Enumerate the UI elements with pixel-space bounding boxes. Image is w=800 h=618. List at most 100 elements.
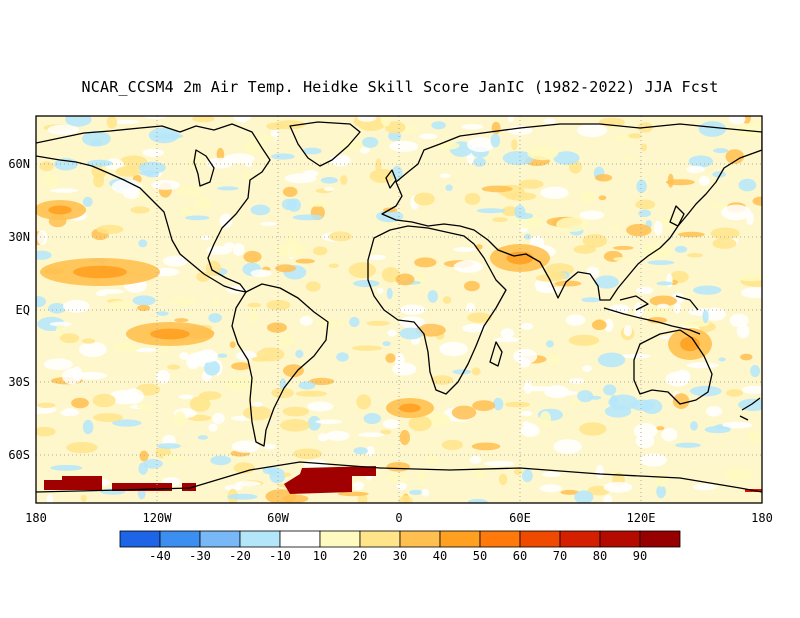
skill-patch	[282, 186, 298, 197]
colorbar-swatch	[239, 530, 281, 548]
skill-patch	[130, 206, 150, 214]
skill-patch	[500, 328, 515, 339]
skill-patch	[198, 349, 218, 363]
colorbar-swatch	[279, 530, 321, 548]
skill-patch	[626, 223, 652, 237]
skill-patch	[647, 317, 667, 324]
skill-patch	[639, 453, 667, 467]
skill-patch	[740, 287, 762, 299]
skill-patch	[547, 353, 561, 367]
skill-patch	[502, 151, 534, 166]
skill-hotspot-core	[399, 403, 421, 413]
skill-patch	[686, 165, 705, 174]
skill-patch	[305, 281, 321, 292]
skill-hotspot-core	[506, 251, 534, 265]
skill-patch	[493, 397, 504, 411]
skill-patch	[392, 362, 417, 376]
skill-patch	[666, 273, 673, 288]
skill-patch	[82, 419, 94, 435]
skill-patch	[699, 175, 710, 186]
skill-hotspot-core	[73, 265, 127, 279]
skill-patch	[539, 411, 552, 427]
colorbar-label: 60	[513, 549, 527, 563]
skill-patch	[356, 394, 372, 410]
skill-patch	[705, 406, 723, 417]
skill-patch	[655, 473, 668, 487]
skill-patch	[79, 341, 107, 358]
skill-patch	[742, 385, 762, 394]
skill-patch	[675, 442, 701, 448]
skill-patch	[162, 255, 188, 267]
skill-patch	[610, 225, 620, 230]
skill-patch	[227, 493, 258, 500]
skill-patch	[63, 408, 77, 413]
skill-patch	[702, 309, 709, 324]
skill-patch	[752, 196, 762, 206]
skill-patch	[569, 400, 581, 407]
skill-patch	[252, 135, 277, 142]
skill-patch	[366, 320, 391, 326]
graticule	[36, 116, 762, 503]
skill-patch	[681, 320, 710, 328]
skill-patch	[493, 337, 521, 343]
skill-patch	[678, 231, 705, 238]
skill-patch	[50, 464, 83, 471]
skill-patch	[66, 441, 98, 454]
skill-patch	[328, 231, 352, 242]
skill-patch	[524, 233, 532, 240]
skill-patch	[661, 428, 678, 442]
skill-patch	[194, 196, 212, 211]
colorbar-swatch	[519, 530, 561, 548]
skill-patch	[491, 121, 501, 135]
skill-patch	[385, 353, 396, 363]
skill-patch	[688, 155, 713, 168]
skill-patch	[501, 206, 519, 217]
skill-patch	[610, 394, 618, 407]
skill-patch	[284, 173, 317, 184]
skill-patch	[50, 188, 79, 193]
skill-patch	[36, 250, 52, 260]
skill-patch	[725, 389, 744, 397]
skill-patch	[243, 250, 262, 263]
lon-label: 120E	[627, 511, 656, 525]
skill-patch	[476, 208, 506, 214]
skill-patch	[660, 216, 677, 228]
skill-patch	[380, 116, 392, 127]
skill-patch	[243, 172, 253, 181]
skill-patch	[111, 179, 143, 194]
skill-patch	[546, 340, 554, 348]
skill-patch	[46, 493, 54, 503]
skill-patch	[212, 300, 220, 306]
skill-patch	[282, 406, 310, 417]
skill-patch	[740, 353, 753, 361]
skill-patch	[453, 247, 476, 252]
skill-patch	[638, 209, 652, 217]
skill-patch	[369, 254, 386, 261]
colorbar-label: 20	[353, 549, 367, 563]
skill-patch	[505, 192, 537, 201]
skill-patch	[138, 161, 166, 174]
skill-patch	[560, 489, 579, 495]
skill-patch	[37, 230, 48, 245]
skill-patch	[467, 498, 488, 503]
skill-patch	[249, 307, 259, 323]
skill-patch	[295, 349, 304, 358]
skill-patch	[514, 205, 526, 218]
skill-patch	[132, 295, 156, 306]
high-skill-patch-3	[112, 483, 172, 491]
skill-patch	[325, 430, 350, 441]
skill-patch	[179, 207, 197, 216]
colorbar-swatch	[119, 530, 161, 548]
skill-patch	[698, 121, 727, 137]
skill-patch	[196, 271, 211, 282]
coast-south-america	[231, 283, 329, 447]
colorbar-label: 50	[473, 549, 487, 563]
skill-patch	[690, 385, 722, 397]
skill-patch	[382, 341, 391, 347]
skill-patch	[337, 491, 369, 497]
skill-patch	[377, 287, 384, 294]
skill-patch	[553, 151, 580, 165]
skill-patch	[42, 173, 59, 189]
skill-patch	[513, 348, 538, 364]
skill-patch	[386, 473, 409, 483]
